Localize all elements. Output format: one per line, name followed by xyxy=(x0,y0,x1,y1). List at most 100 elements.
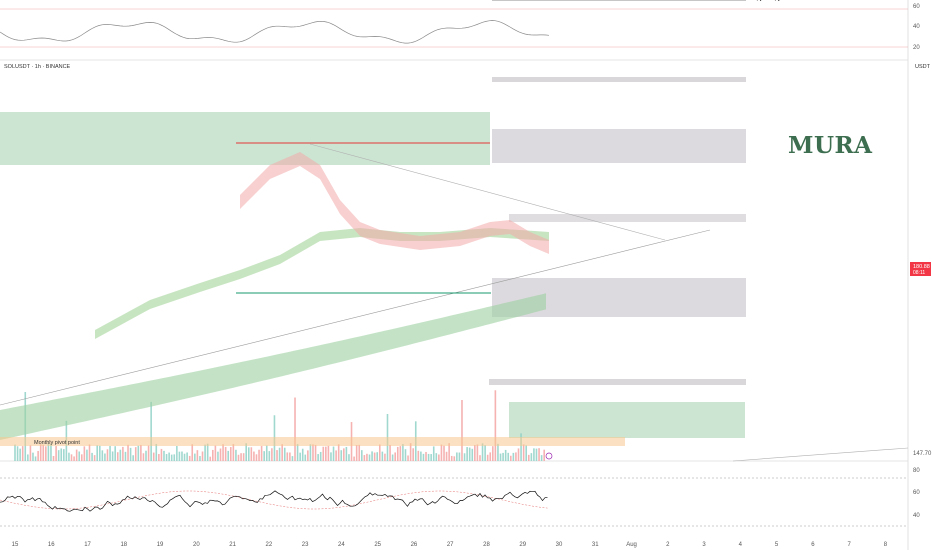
volume-bar xyxy=(91,452,93,461)
volume-bar xyxy=(170,454,173,461)
volume-bar xyxy=(396,446,399,461)
volume-bar xyxy=(258,449,260,461)
volume-bar xyxy=(371,451,373,461)
volume-bar xyxy=(450,455,453,461)
price-tick-label: 152.00 xyxy=(913,0,932,2)
price-tick-label: 181.00 xyxy=(913,0,932,2)
volume-bar xyxy=(378,444,381,461)
price-axis[interactable]: 147.70 149.80152.00154.50157.00159.50162.… xyxy=(913,0,932,457)
time-tick-label: 8 xyxy=(884,542,888,548)
time-tick-label: 16 xyxy=(48,542,55,548)
current-price-value: 180.88 xyxy=(913,264,930,270)
volume-bar xyxy=(183,453,186,461)
volume-bar xyxy=(27,454,29,461)
volume-bar xyxy=(314,444,317,461)
volume-bar xyxy=(19,448,21,461)
volume-bar xyxy=(507,452,510,461)
volume-bar xyxy=(253,451,255,461)
volume-bar xyxy=(332,446,335,461)
volume-bar xyxy=(538,448,540,461)
volume-bar xyxy=(217,451,219,461)
volume-bar xyxy=(296,444,299,461)
volume-bar xyxy=(522,444,525,461)
volume-bar xyxy=(16,446,19,461)
volume-bar xyxy=(453,456,456,461)
volume-bar xyxy=(466,447,468,461)
volume-bar xyxy=(235,449,237,461)
price-tick-label: 189.00 xyxy=(913,0,932,2)
volume-bar xyxy=(348,454,350,461)
volume-bar xyxy=(489,452,492,461)
volume-bar xyxy=(291,456,294,461)
volume-bar xyxy=(445,451,448,461)
volume-bar xyxy=(181,451,183,461)
volume-bar xyxy=(152,452,155,461)
volume-bar xyxy=(194,453,196,461)
volume-bar xyxy=(301,448,304,461)
volume-bar xyxy=(237,454,240,461)
price-tick-label: 171.00 xyxy=(913,0,932,2)
volume-bar xyxy=(29,445,32,461)
volume-bar xyxy=(271,448,273,461)
volume-bar xyxy=(224,446,227,461)
volume-bar xyxy=(50,443,52,461)
event-marker-icon[interactable] xyxy=(545,452,553,460)
volume-bar xyxy=(540,455,543,461)
time-tick-label: 24 xyxy=(338,542,345,548)
volume-bar xyxy=(199,456,201,461)
volume-bar xyxy=(366,453,368,461)
volume-bar xyxy=(420,451,422,461)
volume-bar xyxy=(335,450,337,461)
price-tick-label: 149.80 xyxy=(913,0,932,2)
price-tick-label: 174.00 xyxy=(913,0,932,2)
falling-trendline xyxy=(309,143,666,241)
volume-bar xyxy=(127,444,129,461)
pivot-label-p: P (190.19) xyxy=(751,0,777,2)
volume-bar xyxy=(111,451,114,461)
pivot-label-s2: S2 (171.24) xyxy=(751,0,780,2)
volume-bar xyxy=(427,453,430,461)
time-tick-label: 23 xyxy=(302,542,309,548)
volume-bar xyxy=(402,444,404,461)
rsi-tick-label: 60 xyxy=(913,490,920,496)
volume-bar xyxy=(173,454,176,461)
volume-bar xyxy=(250,447,253,461)
volume-bar xyxy=(504,449,507,461)
volume-bar xyxy=(381,451,384,461)
volume-bar xyxy=(384,453,386,461)
time-tick-label: 20 xyxy=(193,542,200,548)
volume-bar xyxy=(260,445,263,461)
volume-bar xyxy=(407,455,409,461)
volume-bar xyxy=(497,443,499,461)
volume-bar xyxy=(520,433,522,461)
time-tick-label: 28 xyxy=(483,542,490,548)
volume-bar xyxy=(440,444,443,461)
volume-bar xyxy=(86,449,88,461)
volume-bar xyxy=(188,455,191,461)
volume-bar xyxy=(39,444,42,461)
volume-bar xyxy=(355,445,358,461)
volume-bar xyxy=(101,450,104,461)
rsi-tick-label: 80 xyxy=(913,468,920,474)
price-tick-label: 185.00 xyxy=(913,0,932,2)
time-tick-label: 21 xyxy=(229,542,236,548)
volume-bar xyxy=(363,455,366,461)
volume-bar xyxy=(168,452,170,461)
volume-bar xyxy=(481,443,484,461)
s3-zone-grey xyxy=(489,379,746,385)
volume-bar xyxy=(245,443,247,461)
volume-bar xyxy=(319,451,322,461)
time-axis[interactable]: 15 16 17 18 19 20 21 22 23 24 25 26 27 28 29 30 31 Aug 2 3 4… xyxy=(12,542,888,548)
volume-bar xyxy=(492,446,494,461)
volume-bar xyxy=(286,452,289,461)
volume-bar xyxy=(63,449,65,461)
volume-bar xyxy=(448,443,450,461)
volume-bar xyxy=(116,452,119,461)
volume-bar xyxy=(484,445,486,461)
current-price-badge xyxy=(910,262,931,276)
price-tick-label: 159.50 xyxy=(913,0,932,2)
time-tick-label: 18 xyxy=(120,542,127,548)
time-tick-label: 22 xyxy=(266,542,273,548)
volume-bar xyxy=(389,444,391,461)
